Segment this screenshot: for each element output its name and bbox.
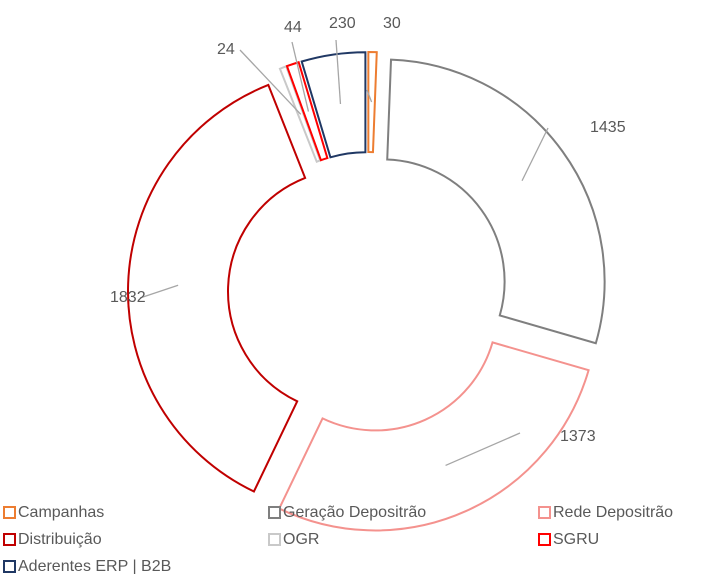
legend-swatch xyxy=(3,533,16,546)
leader-line xyxy=(335,39,342,105)
slice xyxy=(300,51,367,159)
legend-swatch xyxy=(268,506,281,519)
data-label: 1373 xyxy=(560,428,596,445)
slice xyxy=(285,60,329,162)
leader-line xyxy=(139,284,179,299)
legend-label: Rede Depositrão xyxy=(553,504,673,521)
legend-swatch xyxy=(3,506,16,519)
legend-label: Distribuição xyxy=(18,531,102,548)
slice xyxy=(127,83,307,493)
legend-swatch xyxy=(538,506,551,519)
legend-label: Geração Depositrão xyxy=(283,504,426,521)
legend-swatch xyxy=(3,560,16,573)
legend-swatch xyxy=(268,533,281,546)
legend-label: SGRU xyxy=(553,531,599,548)
data-label: 230 xyxy=(329,15,356,32)
slice xyxy=(386,58,606,345)
leader-line xyxy=(239,49,302,115)
leader-line xyxy=(366,89,373,103)
data-label: 44 xyxy=(284,19,302,36)
leader-line xyxy=(521,127,549,182)
data-label: 24 xyxy=(217,41,235,58)
legend-label: Aderentes ERP | B2B xyxy=(18,558,171,574)
leader-line xyxy=(445,432,521,467)
data-label: 30 xyxy=(383,15,401,32)
legend-label: OGR xyxy=(283,531,319,548)
legend-swatch xyxy=(538,533,551,546)
slice xyxy=(367,51,378,154)
legend-label: Campanhas xyxy=(18,504,104,521)
leader-line xyxy=(291,41,310,112)
slice xyxy=(277,341,590,532)
data-label: 1832 xyxy=(110,289,146,306)
data-label: 1435 xyxy=(590,119,626,136)
